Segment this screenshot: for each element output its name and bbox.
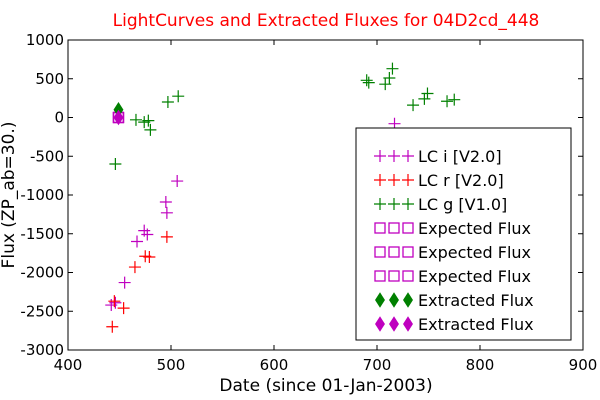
y-tick-label: -1000 [20,186,64,204]
legend-box [355,127,572,341]
data-point [362,76,375,89]
y-axis-label: Flux (ZP_ab=30.) [0,122,19,269]
legend-marker [402,174,414,186]
x-axis: 400 500 600 700 800 900 [54,40,598,374]
legend-marker [374,198,386,210]
y-tick-label: 500 [35,70,64,88]
data-point [441,95,454,108]
legend-marker [389,292,399,308]
legend-item: LC i [V2.0] [374,147,502,166]
y-tick-label: -3000 [20,341,64,359]
legend-marker [388,270,400,282]
x-tick-label: 900 [569,356,598,374]
data-point [407,99,420,112]
series-plus [105,117,401,312]
legend-label: Extracted Flux [418,291,534,310]
data-point [141,228,154,241]
legend-marker [374,222,386,234]
legend-marker [375,292,385,308]
data-point [160,206,173,219]
data-point [379,78,392,91]
legend-marker [402,222,414,234]
legend-item: LC r [V2.0] [374,171,504,190]
legend-marker [403,316,413,332]
legend-marker [388,246,400,258]
legend-marker [402,246,414,258]
x-axis-label: Date (since 01-Jan-2003) [219,376,432,396]
legend-marker [375,316,385,332]
legend-item: Extracted Flux [375,291,534,310]
series-plus [109,62,461,170]
data-point [108,295,121,308]
series-plus [106,230,173,333]
data-point [106,320,119,333]
legend-label: Expected Flux [418,267,531,286]
data-point [421,87,434,100]
legend-label: Expected Flux [418,219,531,238]
legend-marker [374,174,386,186]
legend-item: Expected Flux [374,267,531,286]
legend-marker [402,150,414,162]
legend-marker [403,292,413,308]
x-tick-label: 500 [157,356,186,374]
data-point [448,93,461,106]
data-point [144,123,157,136]
data-point [383,71,396,84]
legend-marker [402,198,414,210]
legend-item: Extracted Flux [375,315,534,334]
legend-marker [374,150,386,162]
y-tick-label: -2500 [20,302,64,320]
data-point [160,230,173,243]
y-tick-label: 1000 [26,31,64,49]
legend-item: LC g [V1.0] [374,195,507,214]
data-point [109,296,122,309]
data-point [159,195,172,208]
legend-marker [388,198,400,210]
legend-label: LC r [V2.0] [418,171,504,190]
data-point [131,235,144,248]
data-point [113,109,124,126]
legend-label: LC g [V1.0] [418,195,507,214]
data-point [109,158,122,170]
data-point [128,261,141,274]
data-point [117,302,130,315]
data-point [161,96,174,108]
y-tick-label: 0 [54,109,64,127]
y-tick-label: -2000 [20,264,64,282]
data-point [386,62,399,75]
y-tick-label: -1500 [20,225,64,243]
legend-marker [388,150,400,162]
legend-marker [374,246,386,258]
data-point [118,276,131,289]
data-point [142,114,155,127]
legend-label: Expected Flux [418,243,531,262]
data-point [360,74,373,87]
x-tick-label: 400 [54,356,83,374]
legend-label: LC i [V2.0] [418,147,502,166]
legend-marker [402,270,414,282]
y-axis: 1000 500 0 -500 -1000 -1500 -2000 -2500 -3000 [20,31,583,359]
legend-item: Expected Flux [374,219,531,238]
series-diamond [113,109,124,126]
legend-marker [389,316,399,332]
y-tick-label: -500 [30,147,64,165]
data-point [418,92,431,105]
legend-marker [374,270,386,282]
x-tick-label: 700 [363,356,392,374]
data-point [129,113,142,126]
legend-label: Extracted Flux [418,315,534,334]
legend-item: Expected Flux [374,243,531,262]
data-point [143,251,156,263]
legend-marker [388,174,400,186]
data-point [171,175,184,188]
x-tick-label: 600 [260,356,289,374]
data-point [172,90,185,103]
chart-title: LightCurves and Extracted Fluxes for 04D… [113,11,540,31]
legend-marker [388,222,400,234]
legend: LC i [V2.0] LC r [V2.0] LC g [V1.0] Expecte… [355,127,572,341]
x-tick-label: 800 [466,356,495,374]
